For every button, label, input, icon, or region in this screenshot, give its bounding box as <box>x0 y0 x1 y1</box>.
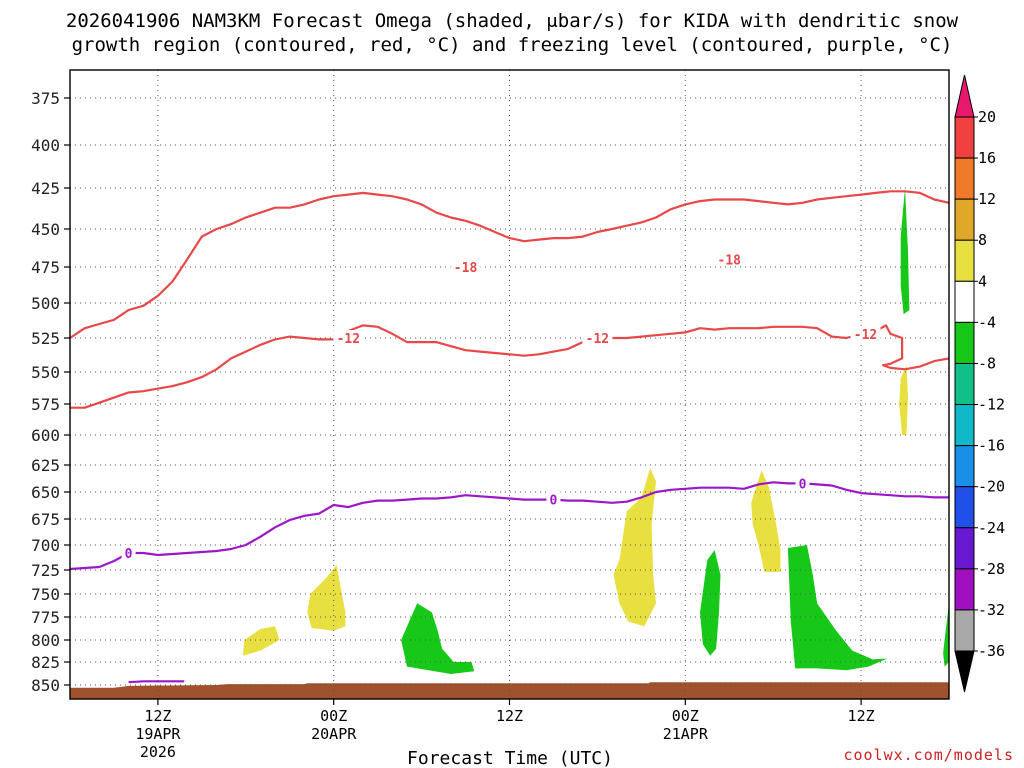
y-tick-label: 500 <box>31 294 60 313</box>
contour-line <box>69 190 950 339</box>
y-tick-label: 525 <box>31 329 60 348</box>
y-tick-label: 700 <box>31 536 60 555</box>
y-tick-label: 650 <box>31 483 60 502</box>
colorbar-segment <box>954 157 975 200</box>
contour-label-bg <box>121 545 136 560</box>
x-tick-label: 00Z <box>672 707 699 725</box>
colorbar-label: -8 <box>978 354 996 372</box>
y-tick-label: 775 <box>31 608 60 627</box>
colorbar-label: -36 <box>978 642 1005 660</box>
x-tick-label: 12Z <box>144 707 171 725</box>
contour-label: -12 <box>854 328 877 343</box>
x-axis-label: Forecast Time (UTC) <box>407 748 613 768</box>
omega-region-7 <box>613 468 656 627</box>
colorbar-segment <box>954 609 975 652</box>
colorbar-segment <box>954 568 975 611</box>
y-tick-label: 825 <box>31 653 60 672</box>
colorbar-label: 16 <box>978 149 996 167</box>
y-tick-label: 600 <box>31 426 60 445</box>
contour-label-bg <box>582 330 613 345</box>
y-tick-label: 375 <box>31 89 60 108</box>
colorbar-label: 8 <box>978 231 987 249</box>
colorbar-label: -24 <box>978 519 1005 537</box>
contour-label: -12 <box>586 332 609 347</box>
omega-region-0 <box>401 603 475 674</box>
omega-shading-layer <box>242 188 949 674</box>
colorbar-label: -20 <box>978 478 1005 496</box>
contour-label-bg <box>333 330 364 345</box>
contour-label: 0 <box>799 477 807 492</box>
chart-title-line1: 2026041906 NAM3KM Forecast Omega (shaded… <box>66 10 959 32</box>
contour-line <box>128 680 185 684</box>
y-axis: 375 400 425 450 475 500 525 550 575 600 625 650 675 7… <box>31 89 70 695</box>
omega-region-5 <box>242 626 280 656</box>
x-tick-label: 12Z <box>848 707 875 725</box>
credit-text: coolwx.com/models <box>843 746 1014 764</box>
colorbar-label: -16 <box>978 437 1005 455</box>
x-tick-label: 12Z <box>496 707 523 725</box>
y-tick-label: 575 <box>31 395 60 414</box>
chart-title-line2: growth region (contoured, red, °C) and f… <box>72 34 953 56</box>
omega-region-4 <box>943 603 949 667</box>
colorbar-segment <box>954 239 975 282</box>
x-tick-label: 2026 <box>140 743 176 761</box>
y-tick-label: 450 <box>31 220 60 239</box>
contour-label: -18 <box>718 253 742 268</box>
contour-label-bg <box>850 325 881 341</box>
colorbar-segment <box>954 116 975 159</box>
colorbar-segment <box>954 280 975 323</box>
colorbar-segment <box>954 527 975 570</box>
y-tick-label: 675 <box>31 510 60 529</box>
omega-region-8 <box>751 470 781 572</box>
y-tick-label: 625 <box>31 456 60 475</box>
colorbar-label: 4 <box>978 272 987 290</box>
colorbar-segment <box>954 486 975 529</box>
colorbar-label: -28 <box>978 560 1005 578</box>
omega-region-9 <box>899 365 908 435</box>
colorbar-segment <box>954 321 975 364</box>
contour-label-bg <box>546 491 561 507</box>
colorbar-segment <box>954 198 975 241</box>
y-tick-label: 850 <box>31 676 60 695</box>
y-tick-label: 425 <box>31 179 60 198</box>
colorbar-segment <box>954 404 975 447</box>
x-tick-label: 19APR <box>135 725 181 743</box>
plot-area: -18 -18 -12 -12 -12 0 0 0 <box>69 70 950 699</box>
omega-region-2 <box>787 545 888 671</box>
y-tick-label: 725 <box>31 561 60 580</box>
colorbar-label: 20 <box>978 108 996 126</box>
colorbar-segment <box>954 362 975 406</box>
y-tick-label: 800 <box>31 631 60 650</box>
colorbar: 20 16 12 8 4 -4 -8 -12 -16 -20 -24 -28 -32 -36 <box>954 74 1005 693</box>
x-tick-label: 20APR <box>311 725 357 743</box>
colorbar-label: 12 <box>978 190 996 208</box>
contour-label-bg <box>795 475 810 491</box>
colorbar-segment <box>954 445 975 488</box>
colorbar-top-arrow <box>954 74 975 118</box>
colorbar-label: -12 <box>978 396 1005 414</box>
y-tick-label: 550 <box>31 363 60 382</box>
contour-label: -12 <box>337 332 360 347</box>
contour-label: -18 <box>454 261 478 276</box>
x-tick-label: 00Z <box>320 707 347 725</box>
colorbar-label: -4 <box>978 313 996 331</box>
contour-label: 0 <box>550 494 558 509</box>
omega-region-6 <box>307 565 346 631</box>
contour-label: 0 <box>125 547 133 562</box>
colorbar-label: -32 <box>978 601 1005 619</box>
y-tick-label: 475 <box>31 258 60 277</box>
contour-label-bg <box>450 259 481 274</box>
x-tick-label: 21APR <box>663 725 709 743</box>
contour-label-bg <box>714 251 745 267</box>
y-tick-label: 400 <box>31 136 60 155</box>
contour-layer: -18 -18 -12 -12 -12 0 0 0 <box>69 190 950 684</box>
colorbar-bottom-arrow <box>954 650 975 693</box>
omega-region-1 <box>700 550 721 656</box>
y-tick-label: 750 <box>31 585 60 604</box>
omega-region-3 <box>900 188 910 315</box>
